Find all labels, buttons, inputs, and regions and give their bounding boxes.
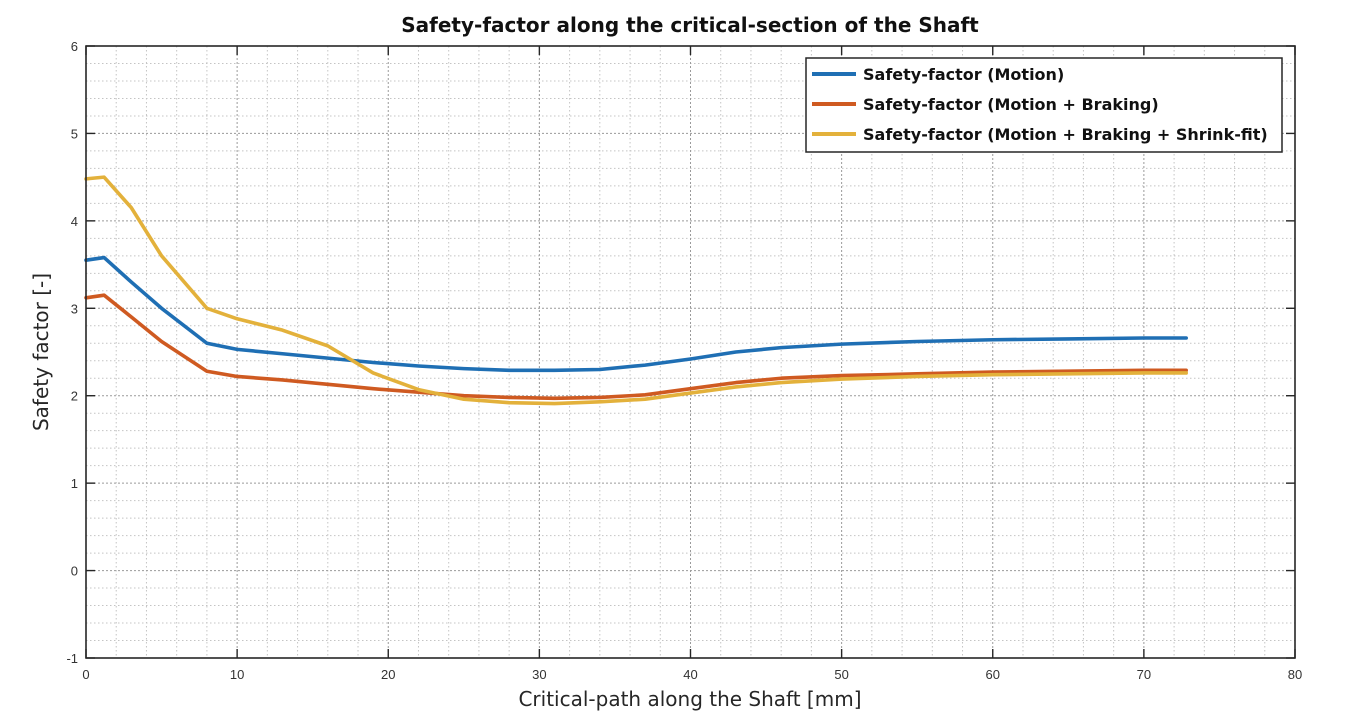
x-tick-label: 40: [683, 667, 697, 682]
x-axis-label: Critical-path along the Shaft [mm]: [518, 687, 861, 711]
x-tick-label: 20: [381, 667, 395, 682]
y-tick-label: 0: [71, 564, 78, 579]
tick-labels: 0 10 20 30 40 50 60 70 80 -1 0 1 2 3 4 5 6: [66, 39, 1302, 682]
legend-box: [805, 57, 1283, 153]
y-tick-label: 4: [71, 214, 78, 229]
x-tick-label: 70: [1137, 667, 1151, 682]
series-line-motion-braking: [84, 293, 1188, 401]
series-lines: [84, 175, 1188, 406]
x-tick-label: 60: [986, 667, 1000, 682]
legend-label-motion-braking: Safety-factor (Motion + Braking): [863, 95, 1159, 114]
y-tick-label: 6: [71, 39, 78, 54]
y-tick-label: 2: [71, 389, 78, 404]
y-tick-label: 1: [71, 476, 78, 491]
y-axis-label: Safety factor [-]: [29, 273, 53, 431]
x-tick-label: 80: [1288, 667, 1302, 682]
x-tick-label: 30: [532, 667, 546, 682]
chart-title: Safety-factor along the critical-section…: [401, 13, 979, 37]
y-tick-label: 3: [71, 301, 78, 316]
y-tick-label: -1: [66, 651, 78, 666]
legend-label-motion-braking-shrinkfit: Safety-factor (Motion + Braking + Shrink…: [863, 125, 1268, 144]
y-tick-label: 5: [71, 126, 78, 141]
x-tick-label: 0: [82, 667, 89, 682]
series-line-motion: [84, 255, 1188, 373]
legend-label-motion: Safety-factor (Motion): [863, 65, 1064, 84]
x-tick-label: 50: [834, 667, 848, 682]
series-line-motion-braking-shrinkfit: [84, 175, 1188, 406]
legend: Safety-factor (Motion) Safety-factor (Mo…: [805, 57, 1283, 153]
x-tick-label: 10: [230, 667, 244, 682]
plot-frame: [85, 45, 1296, 659]
